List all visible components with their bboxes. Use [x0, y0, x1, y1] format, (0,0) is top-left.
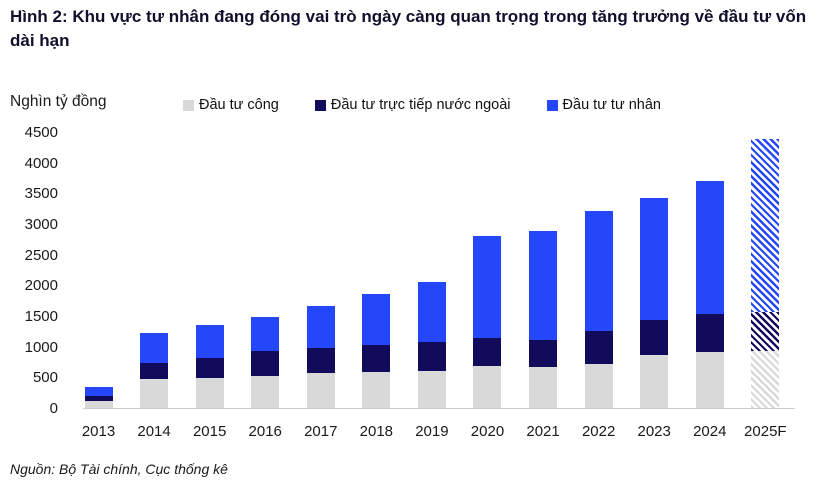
- bar-2016-segment-1: [251, 350, 280, 377]
- x-tick-label-2016: 2016: [248, 423, 282, 440]
- bar-2013-segment-0: [84, 400, 113, 408]
- legend-swatch-private-icon: [546, 99, 558, 111]
- legend: Đầu tư công Đầu tư trực tiếp nước ngoài …: [183, 97, 661, 113]
- bar-2013-segment-2: [84, 387, 113, 397]
- legend-label-public: Đầu tư công: [199, 97, 279, 113]
- legend-item-fdi: Đầu tư trực tiếp nước ngoài: [314, 97, 511, 113]
- x-tick-label-2019: 2019: [415, 423, 449, 440]
- bar-2018-segment-0: [362, 372, 391, 408]
- x-tick-label-2015: 2015: [192, 423, 227, 440]
- bar-2021-segment-2: [529, 230, 558, 340]
- y-tick-label: 2500: [24, 246, 58, 264]
- y-tick-label: 3000: [24, 216, 58, 233]
- bar-2015-segment-0: [195, 377, 224, 408]
- x-axis-line: [83, 408, 795, 409]
- bar-2017-segment-2: [306, 305, 335, 349]
- bar-2025F-segment-2: [751, 139, 780, 312]
- y-tick-label: 1000: [24, 338, 58, 356]
- bar-2020-segment-2: [473, 236, 502, 339]
- bar-2018-segment-2: [362, 293, 391, 346]
- source-note: Nguồn: Bộ Tài chính, Cục thống kê: [10, 461, 228, 477]
- y-tick-label: 2000: [24, 277, 58, 295]
- legend-label-fdi: Đầu tư trực tiếp nước ngoài: [330, 97, 511, 113]
- x-tick-label-2024: 2024: [693, 423, 727, 440]
- chart-title: Hình 2: Khu vực tư nhân đang đóng vai tr…: [10, 7, 807, 50]
- bar-2024-segment-0: [695, 351, 724, 408]
- x-tick-label-2013: 2013: [81, 423, 116, 440]
- bar-2016-segment-2: [251, 316, 280, 351]
- bar-2014-segment-0: [140, 379, 169, 408]
- x-tick-label-2017: 2017: [304, 423, 338, 440]
- bar-2025F-segment-0: [751, 350, 780, 408]
- bar-2020-segment-1: [473, 338, 502, 366]
- y-tick-label: 4000: [24, 154, 58, 172]
- bar-2013-segment-1: [84, 396, 113, 401]
- y-axis-unit-label: Nghìn tỷ đồng: [10, 93, 107, 110]
- bar-2014-segment-1: [140, 363, 169, 380]
- x-tick-label-2014: 2014: [137, 423, 171, 440]
- bar-2017-segment-0: [306, 372, 335, 408]
- bar-2017-segment-1: [306, 348, 335, 373]
- legend-swatch-public-icon: [183, 99, 194, 111]
- bar-2014-segment-2: [140, 333, 169, 364]
- x-tick-label-2021: 2021: [526, 423, 560, 440]
- bar-2021-segment-0: [529, 367, 558, 408]
- x-tick-label-2018: 2018: [359, 423, 394, 440]
- bar-2024-segment-1: [695, 314, 724, 352]
- bar-2023-segment-1: [640, 319, 669, 355]
- bar-2023-segment-0: [640, 354, 669, 408]
- bar-2018-segment-1: [362, 345, 391, 373]
- bar-2019-segment-1: [417, 342, 446, 371]
- bar-2024-segment-2: [695, 181, 724, 315]
- bar-2020-segment-0: [473, 365, 502, 408]
- bar-2015-segment-1: [195, 358, 224, 378]
- x-tick-label-2025F: 2025F: [744, 423, 787, 440]
- y-tick-label: 500: [32, 369, 58, 387]
- y-tick-label: 4500: [24, 124, 58, 141]
- bar-2022-segment-1: [584, 330, 613, 365]
- legend-item-private: Đầu tư tư nhân: [546, 97, 661, 113]
- x-tick-label-2022: 2022: [581, 423, 616, 440]
- bar-2019-segment-2: [417, 282, 446, 343]
- y-tick-label: 3500: [24, 185, 58, 203]
- x-tick-label-2020: 2020: [470, 423, 505, 440]
- y-tick-label: 1500: [24, 308, 58, 325]
- bar-2019-segment-0: [417, 370, 446, 408]
- bar-2025F-segment-1: [751, 312, 780, 351]
- legend-item-public: Đầu tư công: [183, 97, 279, 113]
- legend-label-private: Đầu tư tư nhân: [562, 97, 661, 113]
- bar-2023-segment-2: [640, 198, 669, 320]
- x-tick-label-2023: 2023: [637, 423, 671, 440]
- bar-2022-segment-0: [584, 364, 613, 408]
- legend-swatch-fdi-icon: [314, 99, 326, 111]
- bar-2022-segment-2: [584, 210, 613, 331]
- bar-2021-segment-1: [529, 339, 558, 368]
- y-tick-label: 0: [49, 400, 58, 417]
- bar-2015-segment-2: [195, 324, 224, 358]
- bar-2016-segment-0: [251, 376, 280, 408]
